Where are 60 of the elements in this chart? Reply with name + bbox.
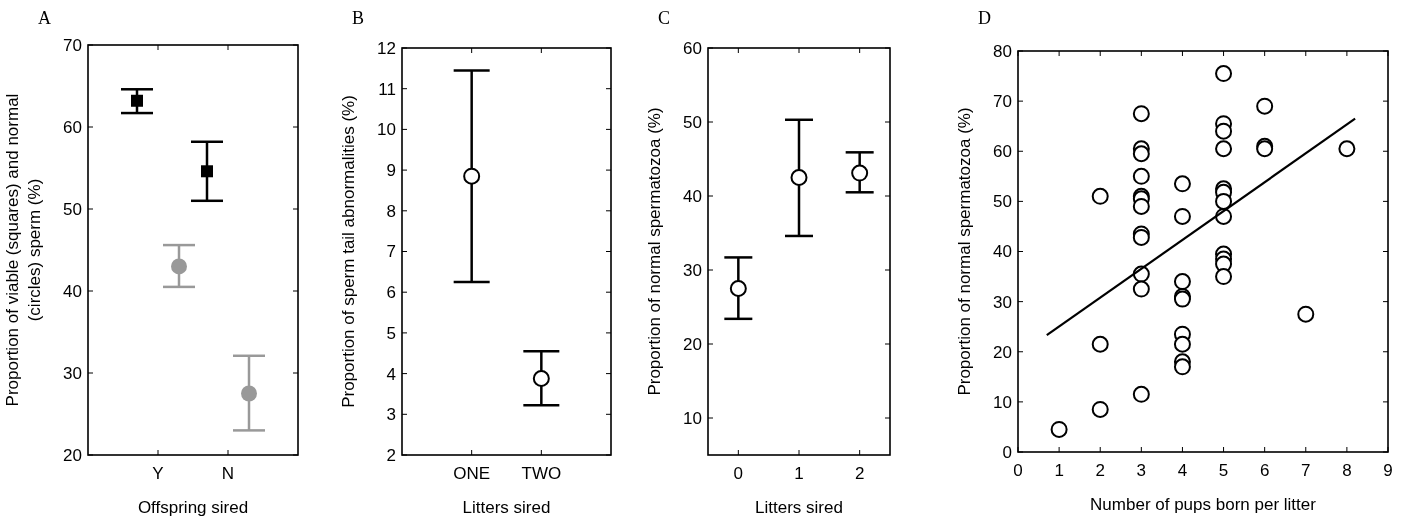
x-tick-label: 3 bbox=[1136, 461, 1147, 480]
y-tick-label: 20 bbox=[683, 334, 702, 354]
x-tick-label: 0 bbox=[733, 464, 744, 483]
x-tick-label: 7 bbox=[1301, 461, 1311, 480]
y-tick-label: 12 bbox=[377, 38, 396, 58]
y-tick-label: 10 bbox=[683, 408, 702, 428]
y-tick-label: 9 bbox=[386, 161, 396, 181]
x-tick-label: 4 bbox=[1177, 461, 1188, 480]
x-tick-label: 1 bbox=[1054, 461, 1064, 480]
x-axis-title: Litters sired bbox=[462, 498, 551, 517]
y-tick-label: 50 bbox=[683, 112, 702, 132]
x-tick-label: 1 bbox=[794, 464, 804, 483]
y-tick-label: 6 bbox=[386, 283, 396, 303]
y-tick-label: 50 bbox=[993, 192, 1012, 212]
x-axis-title: Offspring sired bbox=[137, 498, 249, 517]
y-axis-title: Proportion of normal spermatozoa (%) bbox=[955, 107, 974, 396]
y-tick-label: 60 bbox=[63, 117, 82, 137]
y-tick-label: 8 bbox=[386, 201, 396, 221]
y-tick-label: 11 bbox=[378, 79, 396, 99]
x-tick-label: 2 bbox=[854, 464, 865, 483]
y-tick-label: 20 bbox=[63, 445, 82, 465]
x-tick-label: 9 bbox=[1383, 461, 1393, 480]
y-tick-label: 30 bbox=[993, 292, 1012, 312]
x-axis-title: Litters sired bbox=[755, 498, 843, 517]
x-tick-label: N bbox=[221, 464, 235, 483]
y-tick-label: 10 bbox=[993, 392, 1012, 412]
x-tick-label: Y bbox=[152, 464, 164, 483]
y-tick-label: 0 bbox=[1002, 442, 1012, 462]
y-axis-title: Proportion of sperm tail abnormalities (%) bbox=[339, 95, 358, 408]
y-axis-title: Proportion of normal spermatozoa (%) bbox=[645, 107, 664, 396]
chart-title: A bbox=[38, 8, 51, 28]
y-tick-label: 70 bbox=[63, 35, 82, 55]
y-tick-label: 80 bbox=[993, 41, 1012, 61]
x-axis-title: Number of pups born per litter bbox=[1090, 495, 1317, 514]
y-tick-label: 40 bbox=[993, 242, 1012, 262]
chart-title: B bbox=[352, 8, 365, 28]
chart-title: C bbox=[658, 8, 671, 28]
y-tick-label: 3 bbox=[386, 405, 396, 425]
y-tick-label: 50 bbox=[63, 199, 82, 219]
y-tick-label: 10 bbox=[377, 120, 396, 140]
y-tick-label: 30 bbox=[63, 363, 82, 383]
y-tick-label: 30 bbox=[683, 260, 702, 280]
y-tick-label: 7 bbox=[386, 242, 396, 262]
y-tick-label: 60 bbox=[993, 142, 1012, 162]
x-tick-label: 5 bbox=[1218, 461, 1229, 480]
chart-title: D bbox=[978, 8, 991, 28]
x-tick-label: 8 bbox=[1342, 461, 1352, 480]
x-tick-label: 6 bbox=[1259, 461, 1270, 480]
y-tick-label: 40 bbox=[683, 186, 702, 206]
x-tick-label: TWO bbox=[521, 464, 562, 483]
y-tick-label: 5 bbox=[386, 323, 396, 343]
y-tick-label: 40 bbox=[63, 281, 82, 301]
y-tick-label: 60 bbox=[683, 38, 702, 58]
x-tick-label: 2 bbox=[1095, 461, 1105, 480]
y-tick-label: 20 bbox=[993, 342, 1012, 362]
x-tick-label: ONE bbox=[453, 464, 491, 483]
y-tick-label: 4 bbox=[386, 364, 396, 384]
y-axis-title: Proportion of viable (squares) and normal (circles) sperm (%) bbox=[3, 93, 44, 407]
y-tick-label: 70 bbox=[993, 92, 1012, 112]
y-tick-label: 2 bbox=[386, 445, 396, 465]
